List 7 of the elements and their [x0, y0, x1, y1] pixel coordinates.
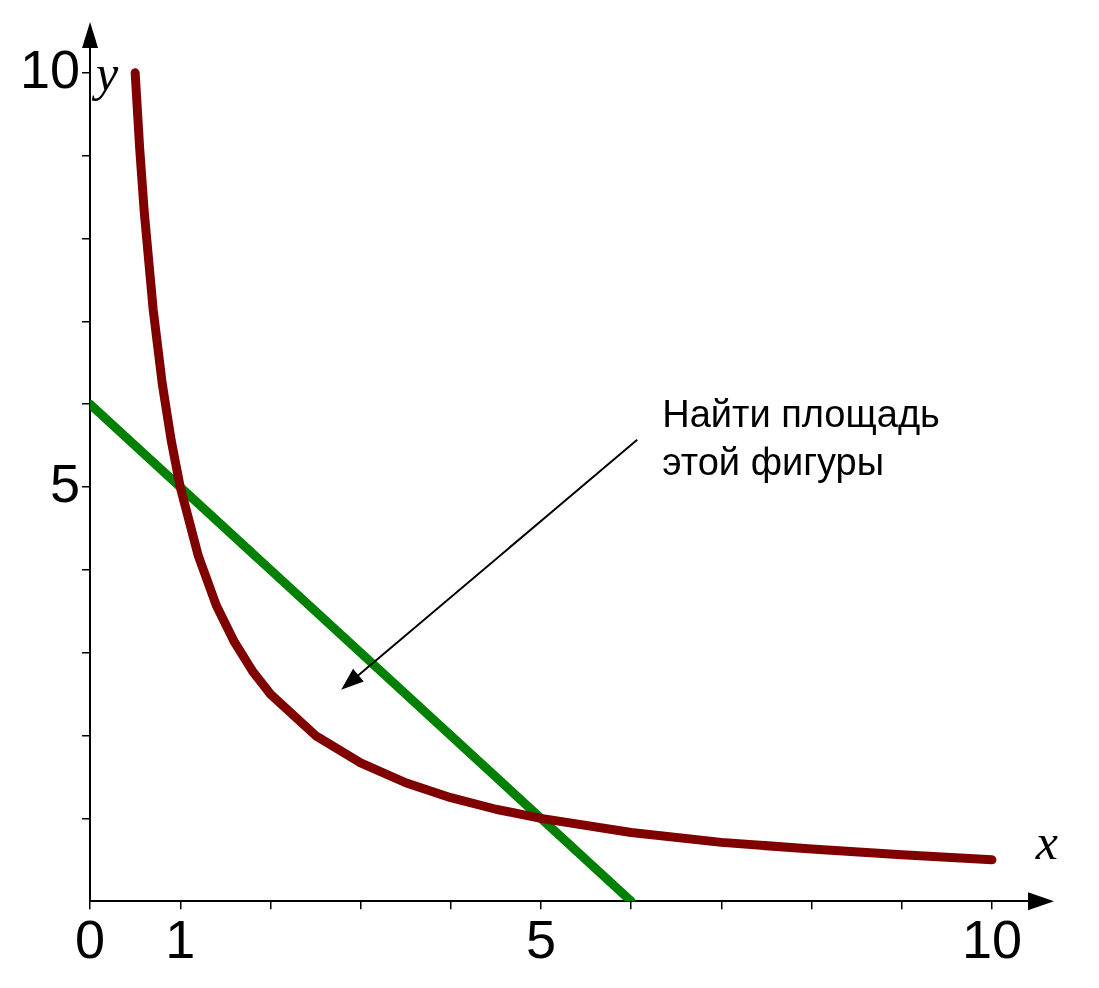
x-tick-label: 0 — [75, 909, 106, 970]
x-axis-title: x — [1034, 814, 1058, 871]
annotation: Найти площадь этой фигуры — [662, 393, 940, 484]
x-tick-label: 10 — [961, 909, 1022, 970]
x-tick-label: 5 — [525, 909, 557, 970]
x-tick-label: 1 — [165, 909, 196, 970]
y-axis-title: y — [91, 45, 120, 102]
